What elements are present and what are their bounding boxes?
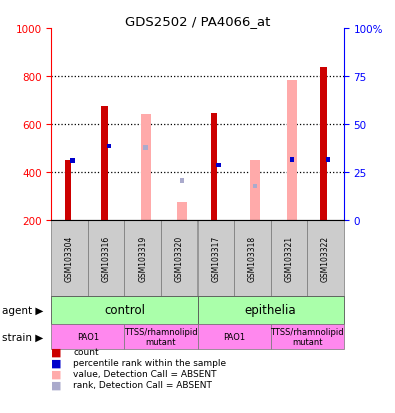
Text: TTSS/rhamnolipid
mutant: TTSS/rhamnolipid mutant bbox=[270, 327, 344, 347]
Bar bbox=[198, 221, 234, 296]
Bar bbox=[51, 296, 198, 324]
Bar bbox=[180, 179, 184, 183]
Text: epithelia: epithelia bbox=[245, 304, 296, 317]
Bar bbox=[51, 324, 124, 349]
Text: agent ▶: agent ▶ bbox=[2, 305, 43, 315]
Text: percentile rank within the sample: percentile rank within the sample bbox=[73, 358, 226, 367]
Text: TTSS/rhamnolipid
mutant: TTSS/rhamnolipid mutant bbox=[124, 327, 198, 347]
Text: strain ▶: strain ▶ bbox=[2, 332, 43, 342]
Text: value, Detection Call = ABSENT: value, Detection Call = ABSENT bbox=[73, 369, 216, 378]
Bar bbox=[101, 107, 107, 221]
Text: ■: ■ bbox=[51, 358, 62, 368]
Text: GSM103304: GSM103304 bbox=[65, 235, 74, 282]
Text: GSM103320: GSM103320 bbox=[175, 235, 184, 282]
Bar bbox=[198, 324, 271, 349]
Bar bbox=[211, 113, 217, 221]
Bar bbox=[271, 324, 344, 349]
Text: rank, Detection Call = ABSENT: rank, Detection Call = ABSENT bbox=[73, 380, 212, 389]
Bar bbox=[141, 115, 151, 221]
Text: GSM103318: GSM103318 bbox=[248, 235, 257, 281]
Bar bbox=[307, 221, 344, 296]
Bar bbox=[250, 161, 260, 221]
Bar bbox=[234, 221, 271, 296]
Text: GSM103321: GSM103321 bbox=[284, 235, 293, 281]
Title: GDS2502 / PA4066_at: GDS2502 / PA4066_at bbox=[125, 15, 270, 28]
Text: PAO1: PAO1 bbox=[77, 332, 99, 341]
Bar bbox=[177, 203, 187, 221]
Bar bbox=[320, 68, 327, 221]
Text: control: control bbox=[104, 304, 145, 317]
Bar bbox=[88, 221, 124, 296]
Bar bbox=[124, 324, 198, 349]
Text: ■: ■ bbox=[51, 369, 62, 379]
Bar bbox=[51, 221, 88, 296]
Text: ■: ■ bbox=[51, 347, 62, 356]
Text: GSM103317: GSM103317 bbox=[211, 235, 220, 282]
Bar bbox=[290, 158, 294, 162]
Bar bbox=[253, 184, 258, 188]
Text: PAO1: PAO1 bbox=[223, 332, 245, 341]
Bar bbox=[143, 146, 148, 150]
Bar bbox=[326, 158, 331, 162]
Bar bbox=[271, 221, 307, 296]
Bar bbox=[161, 221, 198, 296]
Text: GSM103319: GSM103319 bbox=[138, 235, 147, 282]
Bar bbox=[287, 81, 297, 221]
Text: GSM103316: GSM103316 bbox=[102, 235, 111, 282]
Bar bbox=[107, 144, 111, 149]
Text: ■: ■ bbox=[51, 380, 62, 390]
Bar bbox=[124, 221, 161, 296]
Text: GSM103322: GSM103322 bbox=[321, 235, 330, 281]
Bar bbox=[216, 163, 221, 168]
Text: count: count bbox=[73, 347, 99, 356]
Bar bbox=[64, 161, 71, 221]
Bar bbox=[70, 159, 75, 163]
Bar bbox=[198, 296, 344, 324]
